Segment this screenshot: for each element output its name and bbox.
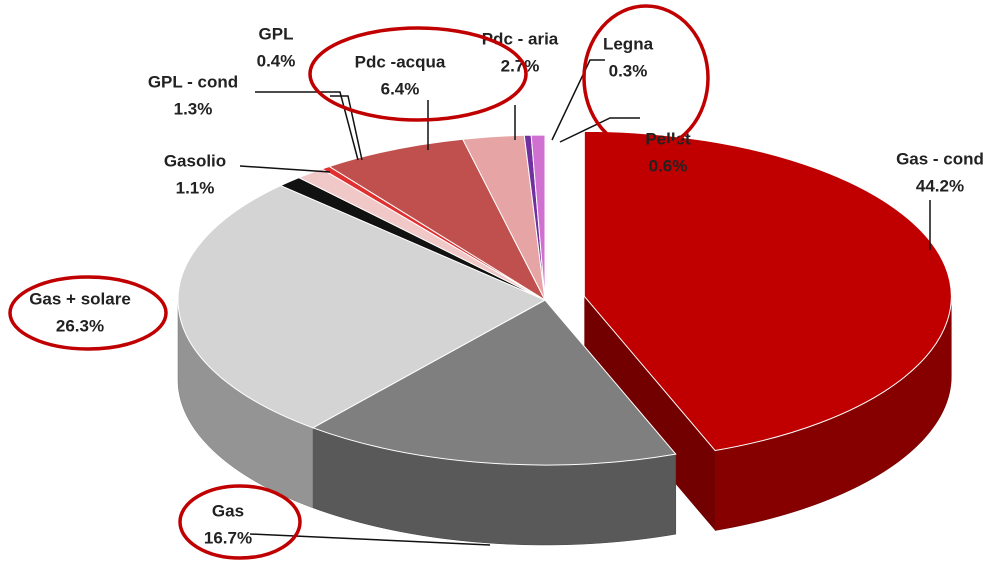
data-label-value: 16.7% — [204, 528, 252, 547]
data-label-name: Pellet — [645, 129, 691, 148]
annotation-ring — [308, 26, 528, 122]
slice-tops — [177, 130, 952, 466]
slice — [328, 138, 547, 302]
slice — [530, 134, 546, 301]
data-label-name: Gasolio — [164, 151, 226, 170]
slice — [311, 299, 677, 466]
annotation-ring — [582, 4, 710, 152]
data-label-value: 6.4% — [381, 79, 420, 98]
leader-lines — [239, 59, 931, 546]
data-label-value: 26.3% — [56, 316, 104, 335]
slice — [583, 130, 952, 452]
leader-line — [255, 91, 359, 161]
leader-line — [330, 95, 363, 161]
data-label-name: Gas — [212, 501, 244, 520]
data-label-value: 0.3% — [609, 61, 648, 80]
data-label-value: 2.7% — [501, 56, 540, 75]
slice-face — [584, 296, 716, 531]
data-label-name: Pdc -acqua — [355, 52, 446, 71]
annotation-rings — [8, 4, 710, 560]
data-label-name: Gas - cond — [896, 149, 984, 168]
annotation-ring — [8, 275, 168, 351]
data-label-name: Pdc - aria — [482, 29, 559, 48]
data-label-value: 44.2% — [916, 176, 964, 195]
data-label-name: Legna — [603, 34, 654, 53]
data-label-value: 0.6% — [649, 156, 688, 175]
leader-line — [551, 59, 605, 141]
leader-line — [239, 165, 331, 173]
data-label-name: GPL - cond — [148, 72, 238, 91]
data-label-value: 1.1% — [176, 178, 215, 197]
data-label-value: 0.4% — [257, 51, 296, 70]
data-label-name: GPL — [259, 24, 294, 43]
slice — [177, 184, 547, 429]
annotation-ring — [178, 484, 302, 560]
slice-sides — [177, 296, 952, 546]
data-label-name: Gas + solare — [29, 289, 131, 308]
leader-line — [559, 117, 640, 143]
data-label-value: 1.3% — [174, 99, 213, 118]
leader-line — [249, 533, 491, 546]
